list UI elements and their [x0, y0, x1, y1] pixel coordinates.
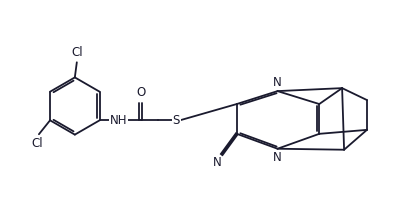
Text: O: O — [136, 86, 145, 99]
Text: N: N — [273, 151, 282, 164]
Text: Cl: Cl — [71, 46, 83, 59]
Text: S: S — [173, 114, 180, 127]
Text: N: N — [273, 76, 282, 89]
Text: N: N — [213, 156, 221, 170]
Text: Cl: Cl — [31, 137, 43, 150]
Text: NH: NH — [110, 114, 127, 127]
